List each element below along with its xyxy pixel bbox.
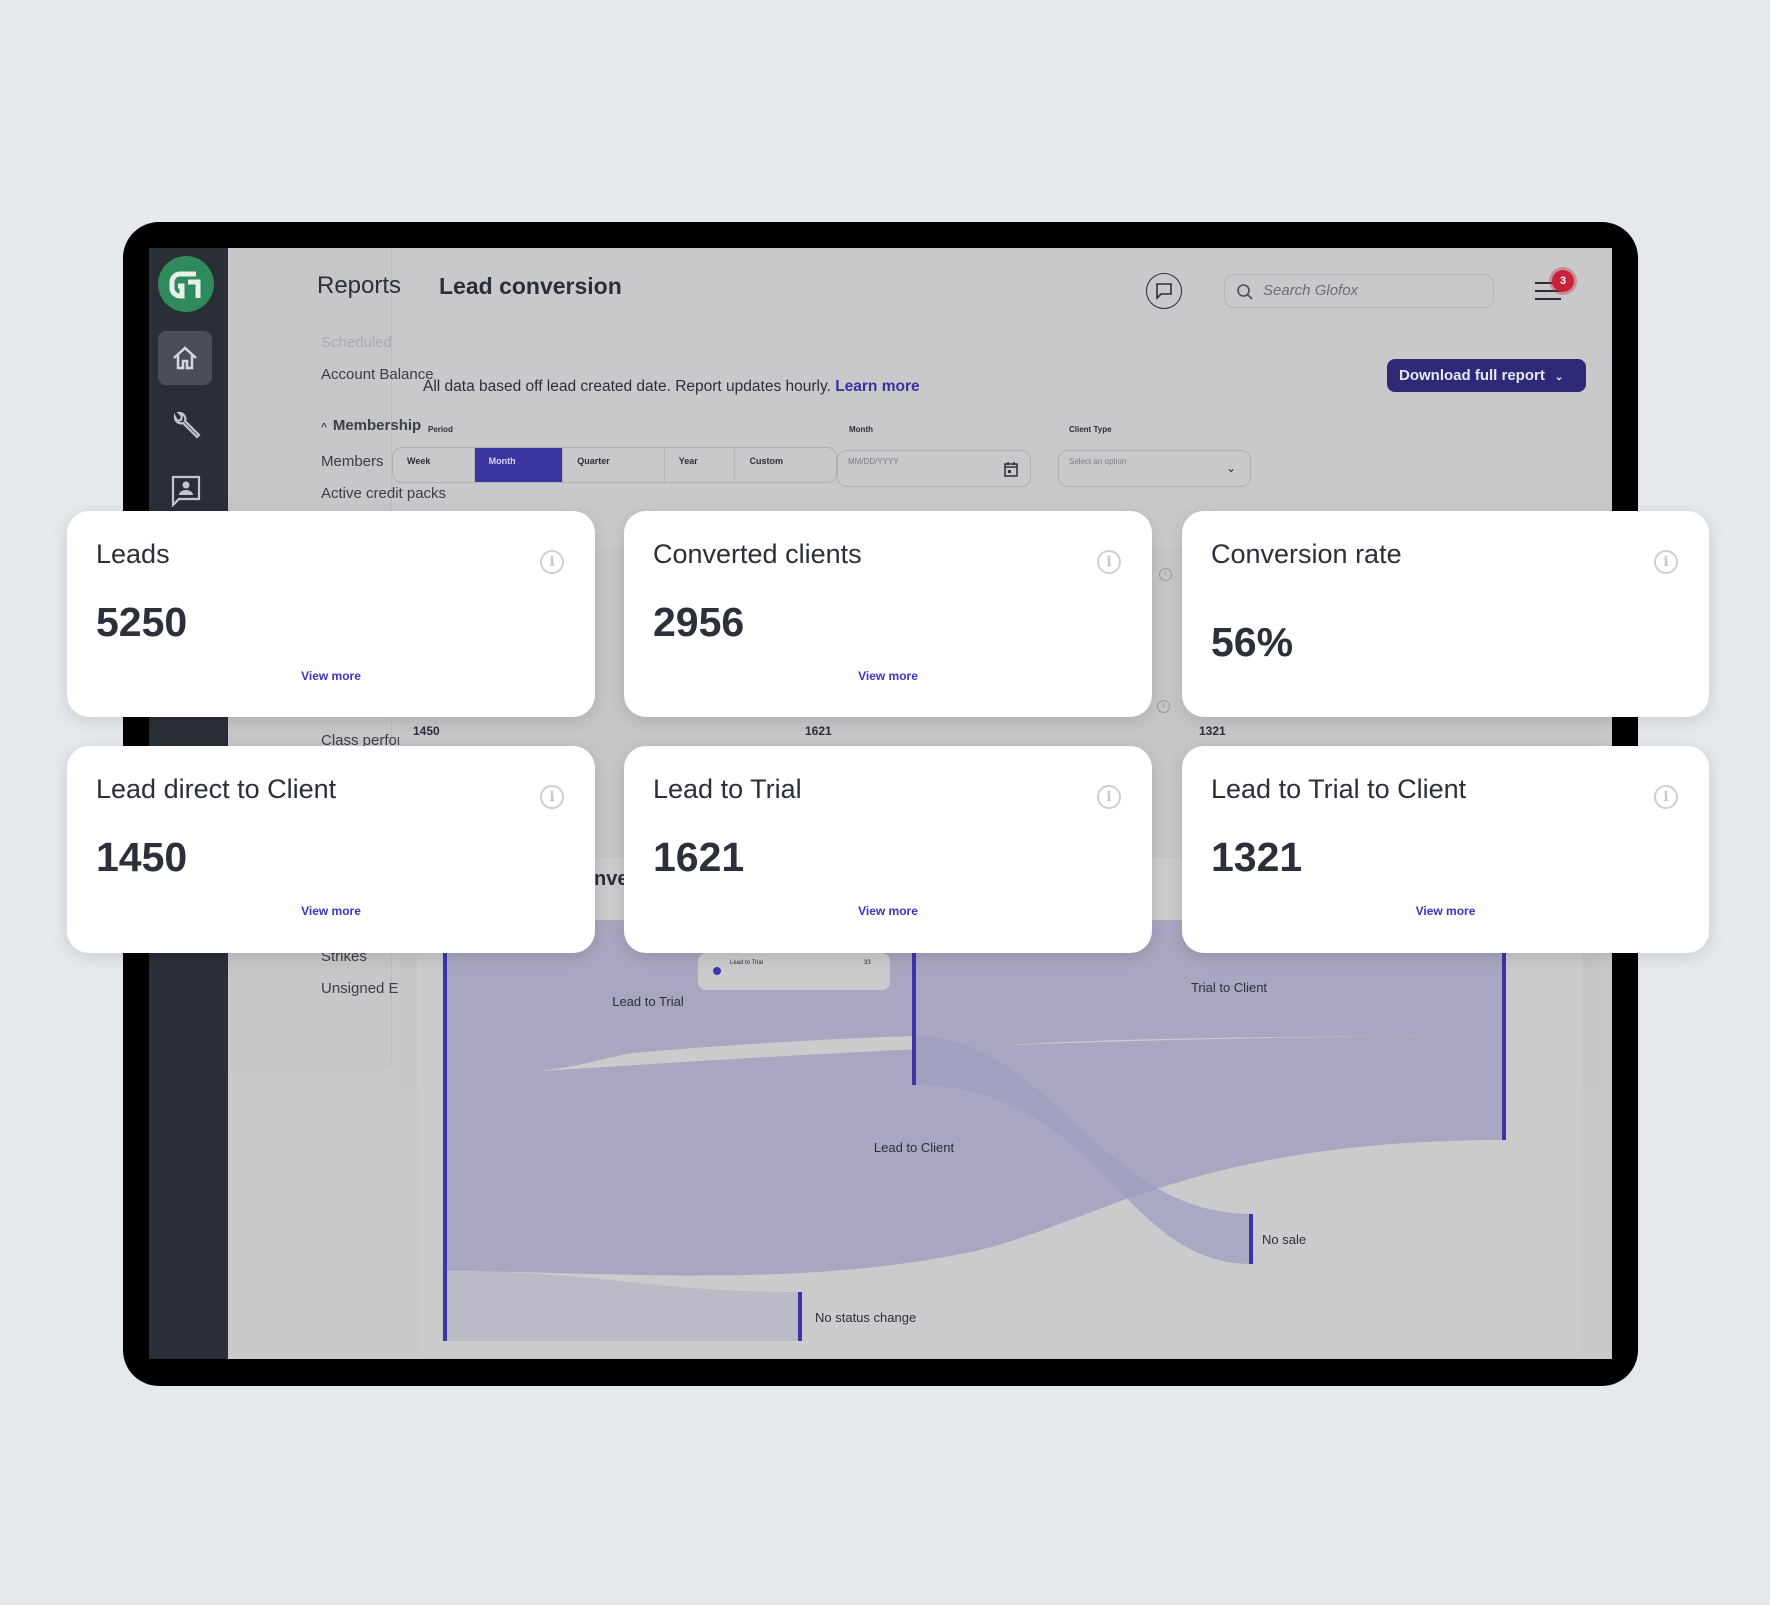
submenu-item-account-balance[interactable]: Account Balance xyxy=(321,366,434,383)
chevron-down-icon: ⌄ xyxy=(1554,372,1564,383)
month-date-input[interactable]: MM/DD/YYYY xyxy=(837,450,1031,487)
period-week[interactable]: Week xyxy=(393,448,475,482)
submenu-item-members[interactable]: Members xyxy=(321,453,384,470)
view-more-link[interactable]: View more xyxy=(1415,904,1476,918)
learn-more-link[interactable]: Learn more xyxy=(835,378,920,395)
download-report-button[interactable]: Download full report ⌄ xyxy=(1387,359,1586,392)
submenu-item-active-credit-packs[interactable]: Active credit packs xyxy=(321,485,447,502)
month-label: Month xyxy=(849,425,873,434)
submenu-item-scheduled[interactable]: Scheduled xyxy=(321,334,392,351)
view-more-link[interactable]: View more xyxy=(858,904,918,918)
menu-icon[interactable] xyxy=(1535,279,1561,301)
info-icon[interactable]: i xyxy=(1157,700,1170,713)
select-placeholder: Select an option xyxy=(1069,457,1127,466)
info-icon[interactable]: i xyxy=(540,785,564,809)
flow-no-status-change[interactable] xyxy=(445,1271,800,1341)
calendar-icon[interactable] xyxy=(1004,461,1018,477)
view-more-link[interactable]: View more xyxy=(858,669,918,683)
node-no-status-change[interactable] xyxy=(798,1292,802,1341)
home-icon[interactable] xyxy=(158,331,212,385)
chat-icon[interactable] xyxy=(1146,273,1182,309)
client-type-select[interactable]: Select an option ⌄ xyxy=(1058,450,1251,487)
card-value: 2956 xyxy=(653,599,745,645)
download-label: Download full report xyxy=(1399,367,1545,384)
period-custom[interactable]: Custom xyxy=(749,456,783,466)
glofox-logo[interactable] xyxy=(158,256,214,312)
info-icon[interactable]: i xyxy=(540,550,564,574)
period-year[interactable]: Year xyxy=(665,448,736,482)
kpi-card-leads: Leads i 5250 View more xyxy=(67,511,595,717)
label-trial-to-client: Trial to Client xyxy=(1191,980,1267,995)
node-trial[interactable] xyxy=(912,905,916,1085)
sankey-chart: Lead to Trial Trial to Client Lead to Cl… xyxy=(443,905,1506,1341)
kpi-card-lead-to-trial: Lead to Trial i 1621 View more xyxy=(624,746,1152,953)
search-placeholder: Search Glofox xyxy=(1263,282,1359,299)
client-type-label: Client Type xyxy=(1069,425,1112,434)
label-no-sale: No sale xyxy=(1262,1232,1306,1247)
background-value: 1321 xyxy=(1199,724,1226,738)
period-segmented-control: Week Month Quarter Year Custom xyxy=(392,447,837,483)
kpi-card-lead-to-trial-to-client: Lead to Trial to Client i 1321 View more xyxy=(1182,746,1709,953)
info-icon[interactable]: i xyxy=(1654,550,1678,574)
card-title: Lead to Trial xyxy=(653,774,802,804)
card-value: 1621 xyxy=(653,834,745,880)
period-month[interactable]: Month xyxy=(474,448,564,482)
kpi-card-conversion-rate: Conversion rate i 56% xyxy=(1182,511,1709,717)
wrench-icon[interactable] xyxy=(168,408,204,444)
submenu-group-membership[interactable]: ^ Membership xyxy=(321,417,421,434)
label-lead-to-trial: Lead to Trial xyxy=(612,994,684,1009)
sankey-tooltip: Lead to Trial 33 xyxy=(698,953,890,990)
tooltip-value: 33 xyxy=(864,960,871,966)
card-value: 1450 xyxy=(96,834,188,880)
flow-no-sale[interactable] xyxy=(914,1036,1251,1264)
card-value: 56% xyxy=(1211,619,1294,665)
group-label: Membership xyxy=(332,417,422,434)
card-title: Leads xyxy=(96,539,170,569)
info-icon[interactable]: i xyxy=(1097,785,1121,809)
chart-title: nve xyxy=(594,868,629,890)
chevron-down-icon: ⌄ xyxy=(1225,461,1236,475)
label-lead-to-client: Lead to Client xyxy=(874,1140,955,1155)
contact-card-icon[interactable] xyxy=(168,472,204,508)
kpi-card-lead-direct-to-client: Lead direct to Client i 1450 View more xyxy=(67,746,595,953)
date-placeholder: MM/DD/YYYY xyxy=(848,457,899,466)
flow-lead-to-client[interactable] xyxy=(445,1036,1504,1276)
node-no-sale[interactable] xyxy=(1249,1214,1253,1264)
period-quarter[interactable]: Quarter xyxy=(563,448,665,482)
background-value: 1621 xyxy=(805,724,832,738)
view-more-link[interactable]: View more xyxy=(301,904,361,918)
chevron-up-icon: ^ xyxy=(321,422,327,433)
page-title: Lead conversion xyxy=(439,273,622,299)
info-icon[interactable]: i xyxy=(1654,785,1678,809)
card-title: Lead to Trial to Client xyxy=(1211,774,1467,804)
info-icon[interactable]: i xyxy=(1097,550,1121,574)
info-message: All data based off lead created date. Re… xyxy=(423,378,831,395)
card-title: Conversion rate xyxy=(1211,539,1402,569)
notification-badge: 3 xyxy=(1552,270,1574,292)
label-no-status-change: No status change xyxy=(815,1310,916,1325)
card-value: 5250 xyxy=(96,599,188,645)
search-icon xyxy=(1237,284,1253,300)
card-title: Converted clients xyxy=(653,539,862,569)
kpi-card-converted-clients: Converted clients i 2956 View more xyxy=(624,511,1152,717)
view-more-link[interactable]: View more xyxy=(301,669,361,683)
info-text: All data based off lead created date. Re… xyxy=(423,378,920,396)
node-client[interactable] xyxy=(1502,905,1506,1140)
period-label: Period xyxy=(428,425,453,434)
search-input[interactable]: Search Glofox xyxy=(1224,274,1494,308)
series-dot-icon xyxy=(713,967,721,975)
background-value: 1450 xyxy=(413,724,440,738)
node-leads[interactable] xyxy=(443,905,447,1341)
info-icon[interactable]: i xyxy=(1159,568,1172,581)
card-title: Lead direct to Client xyxy=(96,774,337,804)
submenu-title: Reports xyxy=(317,272,402,299)
tooltip-label: Lead to Trial xyxy=(730,960,764,966)
card-value: 1321 xyxy=(1211,834,1303,880)
